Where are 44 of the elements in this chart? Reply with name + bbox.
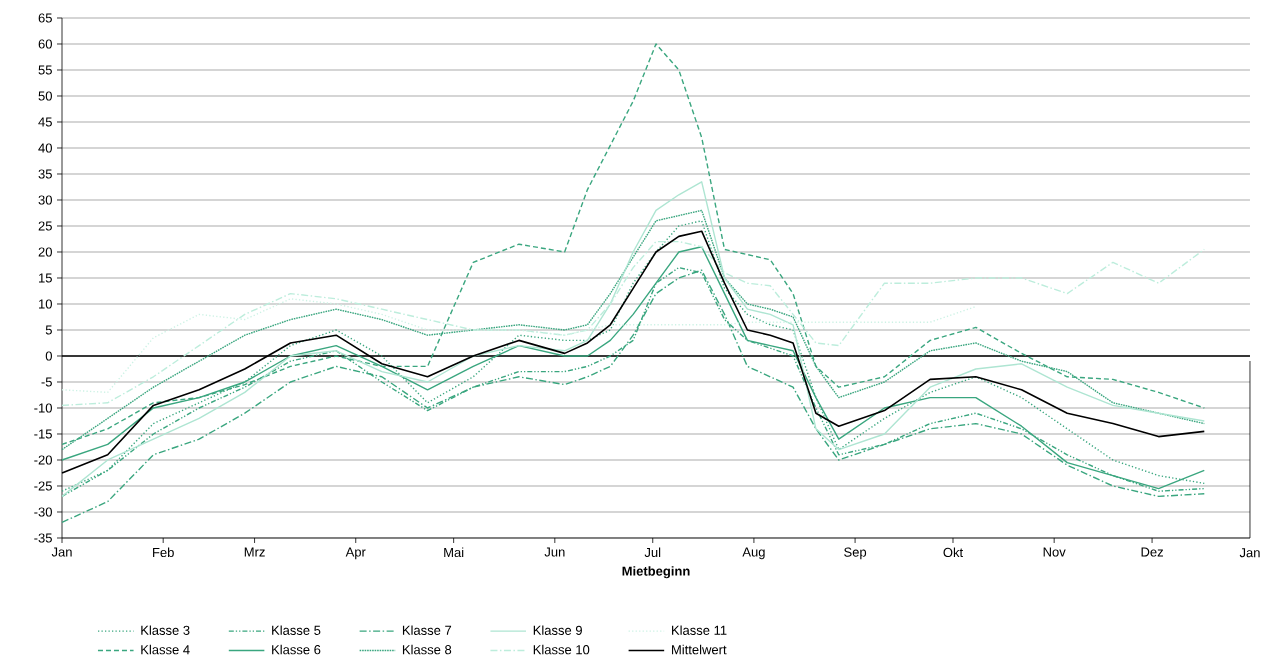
y-tick-label: 60: [38, 39, 52, 49]
y-tick-label: -15: [34, 429, 52, 439]
y-tick-label: 5: [45, 325, 52, 335]
y-tick-label: 50: [38, 91, 52, 101]
legend-label: Klasse 5: [272, 625, 321, 635]
legend-label: Klasse 11: [672, 625, 727, 635]
x-tick-label: Mai: [444, 547, 464, 558]
x-axis-title: Mietbeginn: [622, 566, 690, 579]
x-tick-label: Apr: [345, 547, 366, 560]
y-tick-label: -25: [34, 481, 52, 491]
y-tick-label: 30: [38, 195, 52, 205]
x-tick-label: Nov: [1043, 547, 1066, 557]
y-tick-label: 15: [39, 273, 52, 283]
y-tick-label: 25: [38, 221, 52, 231]
y-tick-label: 10: [39, 299, 52, 309]
y-tick-label: 55: [38, 65, 52, 75]
legend-label: Klasse 8: [402, 644, 452, 655]
y-tick-label: -35: [34, 533, 52, 543]
y-tick-label: 45: [38, 117, 52, 127]
y-tick-label: 35: [38, 169, 52, 179]
legend-label: Klasse 3: [141, 625, 190, 635]
x-tick-label: Jan: [51, 547, 72, 557]
x-tick-label: Sep: [844, 547, 867, 560]
y-tick-label: 0: [45, 351, 52, 361]
y-tick-label: 65: [38, 13, 52, 23]
y-tick-label: -10: [34, 403, 52, 413]
y-tick-label: 20: [38, 247, 52, 257]
x-tick-label: Jun: [544, 547, 565, 557]
y-tick-label: 40: [38, 143, 52, 153]
legend-label: Klasse 4: [141, 644, 190, 655]
x-tick-label: Mrz: [244, 547, 265, 557]
x-tick-label: Feb: [153, 547, 174, 558]
legend-label: Mittelwert: [672, 644, 727, 655]
x-tick-label: Okt: [943, 547, 964, 558]
legend-label: Klasse 9: [533, 625, 582, 635]
x-tick-label: Aug: [742, 547, 765, 560]
x-tick-label: Jul: [644, 547, 661, 558]
legend-label: Klasse 7: [402, 625, 452, 635]
y-tick-label: -20: [34, 455, 52, 465]
y-tick-label: -5: [41, 377, 52, 387]
legend-label: Klasse 6: [272, 644, 321, 655]
legend-label: Klasse 10: [533, 644, 590, 655]
y-tick-label: -30: [34, 507, 52, 517]
x-tick-label: Dez: [1141, 547, 1163, 557]
